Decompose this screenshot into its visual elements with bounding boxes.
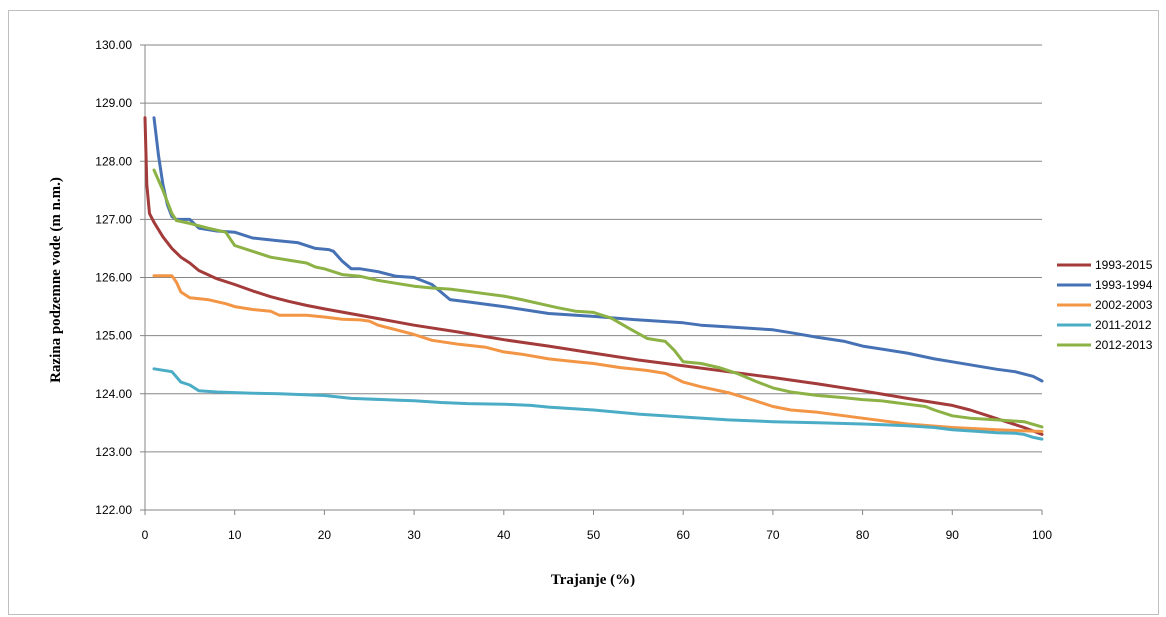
legend-label: 2011-2012 (1095, 318, 1152, 332)
series-line-2012-2013 (152, 168, 1044, 429)
x-tick-label: 60 (677, 528, 691, 542)
series-line-2002-2003 (152, 274, 1044, 433)
x-tick-label: 70 (766, 528, 780, 542)
y-tick-label: 123.00 (95, 445, 132, 459)
x-tick-label: 30 (407, 528, 421, 542)
series-line-1993-2015 (143, 116, 1044, 436)
x-tick-label: 100 (1032, 528, 1052, 542)
gridlines (145, 44, 1042, 511)
x-tick-label: 50 (587, 528, 601, 542)
y-tick-label: 130.00 (95, 38, 132, 52)
series-line-2011-2012 (152, 367, 1044, 441)
series-line-1993-1994 (152, 116, 1044, 383)
series-lines (143, 116, 1044, 441)
legend: 1993-2015 1993-1994 2002-2003 2011-2012 2012… (1057, 258, 1153, 352)
y-tick-label: 129.00 (95, 96, 132, 110)
legend-label: 1993-1994 (1095, 278, 1153, 292)
legend-label: 2012-2013 (1095, 338, 1153, 352)
legend-label: 2002-2003 (1095, 298, 1153, 312)
legend-label: 1993-2015 (1095, 258, 1153, 272)
y-tick-label: 128.00 (95, 154, 132, 168)
x-tick-label: 40 (497, 528, 511, 542)
x-tick-label: 90 (946, 528, 960, 542)
x-axis-title: Trajanje (%) (551, 572, 635, 588)
y-tick-label: 124.00 (95, 387, 132, 401)
x-tick-label: 20 (318, 528, 332, 542)
y-axis-title: Razina podzemne vode (m n.m.) (48, 177, 64, 383)
y-tick-label: 125.00 (95, 329, 132, 343)
y-tick-label: 126.00 (95, 271, 132, 285)
y-tick-label: 127.00 (95, 212, 132, 226)
y-tick-label: 122.00 (95, 503, 132, 517)
y-tick-labels: 122.00 123.00 124.00 125.00 126.00 127.00 128.… (95, 38, 132, 517)
x-tick-label: 80 (856, 528, 870, 542)
x-tick-label: 10 (228, 528, 242, 542)
x-tick-labels: 0 10 20 30 40 50 60 70 80 90 100 (142, 528, 1053, 542)
axes (140, 44, 1043, 515)
x-tick-label: 0 (142, 528, 149, 542)
